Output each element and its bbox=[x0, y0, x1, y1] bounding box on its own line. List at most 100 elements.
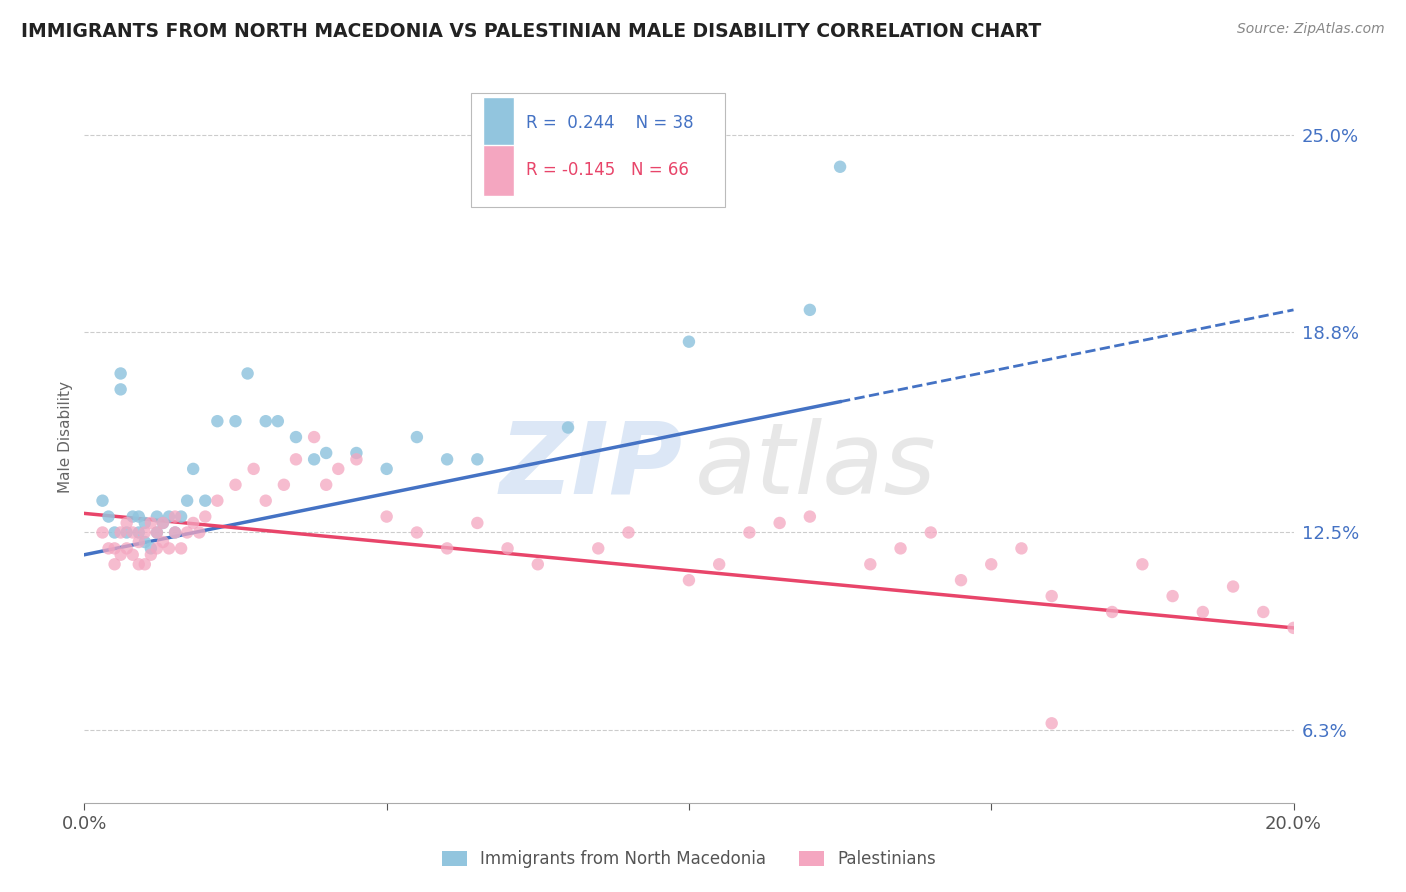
Point bbox=[678, 334, 700, 349]
Bar bbox=[484, 145, 513, 195]
Point bbox=[128, 509, 150, 524]
Point bbox=[104, 541, 127, 556]
Point bbox=[110, 383, 132, 397]
Point bbox=[207, 414, 229, 428]
Point bbox=[110, 525, 132, 540]
Point bbox=[1011, 541, 1033, 556]
Text: ZIP: ZIP bbox=[501, 417, 683, 515]
Point bbox=[273, 477, 295, 491]
Point bbox=[139, 541, 162, 556]
Point bbox=[285, 452, 308, 467]
Point bbox=[242, 462, 264, 476]
Point bbox=[207, 493, 229, 508]
Point bbox=[146, 509, 169, 524]
Point bbox=[346, 446, 368, 460]
Point bbox=[285, 430, 308, 444]
Point bbox=[121, 525, 143, 540]
Point bbox=[152, 516, 174, 530]
Point bbox=[121, 548, 143, 562]
Point bbox=[134, 525, 156, 540]
Point bbox=[194, 493, 217, 508]
Point bbox=[328, 462, 350, 476]
Point bbox=[527, 558, 550, 572]
Point bbox=[890, 541, 912, 556]
Point bbox=[738, 525, 761, 540]
Text: R =  0.244    N = 38: R = 0.244 N = 38 bbox=[526, 113, 693, 131]
Point bbox=[146, 541, 169, 556]
Point bbox=[134, 535, 156, 549]
Point bbox=[436, 452, 458, 467]
Point bbox=[115, 525, 138, 540]
Point bbox=[134, 558, 156, 572]
Point bbox=[165, 525, 187, 540]
Point bbox=[181, 462, 204, 476]
Point bbox=[165, 509, 187, 524]
Point bbox=[91, 493, 114, 508]
Point bbox=[146, 525, 169, 540]
Point bbox=[170, 541, 193, 556]
Text: IMMIGRANTS FROM NORTH MACEDONIA VS PALESTINIAN MALE DISABILITY CORRELATION CHART: IMMIGRANTS FROM NORTH MACEDONIA VS PALES… bbox=[21, 22, 1042, 41]
Point bbox=[194, 509, 217, 524]
Point bbox=[496, 541, 519, 556]
Point bbox=[315, 446, 337, 460]
Bar bbox=[484, 97, 513, 148]
Point bbox=[115, 541, 138, 556]
Point bbox=[406, 525, 429, 540]
Point bbox=[97, 541, 120, 556]
Point bbox=[315, 477, 337, 491]
Point bbox=[128, 525, 150, 540]
Point bbox=[225, 477, 247, 491]
Point bbox=[1161, 589, 1184, 603]
Point bbox=[346, 452, 368, 467]
Point bbox=[157, 509, 180, 524]
Point bbox=[1253, 605, 1275, 619]
Point bbox=[170, 509, 193, 524]
Point bbox=[709, 558, 731, 572]
Point bbox=[110, 367, 132, 381]
Point bbox=[104, 558, 127, 572]
Point bbox=[254, 493, 277, 508]
Point bbox=[799, 509, 821, 524]
Point bbox=[157, 541, 180, 556]
Point bbox=[152, 535, 174, 549]
Point bbox=[950, 573, 973, 587]
Point bbox=[678, 573, 700, 587]
Point bbox=[146, 525, 169, 540]
Point bbox=[1040, 716, 1063, 731]
Point bbox=[375, 462, 398, 476]
Point bbox=[617, 525, 640, 540]
Point bbox=[799, 302, 821, 317]
Point bbox=[188, 525, 211, 540]
Point bbox=[1040, 589, 1063, 603]
Point bbox=[152, 516, 174, 530]
Point bbox=[557, 420, 579, 434]
Point bbox=[236, 367, 259, 381]
Point bbox=[830, 160, 852, 174]
Text: Source: ZipAtlas.com: Source: ZipAtlas.com bbox=[1237, 22, 1385, 37]
Point bbox=[181, 516, 204, 530]
Point bbox=[267, 414, 290, 428]
Point bbox=[467, 516, 489, 530]
Point bbox=[375, 509, 398, 524]
Point bbox=[139, 548, 162, 562]
Point bbox=[859, 558, 882, 572]
Y-axis label: Male Disability: Male Disability bbox=[58, 381, 73, 493]
Point bbox=[176, 493, 198, 508]
Point bbox=[1192, 605, 1215, 619]
Point bbox=[91, 525, 114, 540]
Point bbox=[436, 541, 458, 556]
Point bbox=[406, 430, 429, 444]
Point bbox=[467, 452, 489, 467]
Point bbox=[302, 452, 325, 467]
Point bbox=[104, 525, 127, 540]
Point bbox=[110, 548, 132, 562]
Point bbox=[1130, 558, 1153, 572]
Legend: Immigrants from North Macedonia, Palestinians: Immigrants from North Macedonia, Palesti… bbox=[434, 844, 943, 875]
Point bbox=[769, 516, 792, 530]
Point bbox=[1222, 580, 1244, 594]
Point bbox=[128, 558, 150, 572]
Text: atlas: atlas bbox=[695, 417, 936, 515]
FancyBboxPatch shape bbox=[471, 94, 725, 207]
Point bbox=[1101, 605, 1123, 619]
Point bbox=[588, 541, 610, 556]
